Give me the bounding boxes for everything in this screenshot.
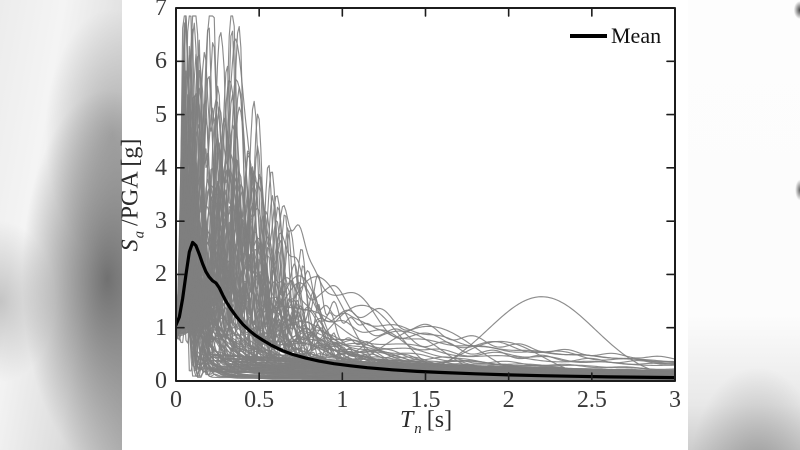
y-tick-label: 4 [155,154,167,181]
x-tick-label: 2.5 [576,387,607,413]
y-tick-label: 5 [155,101,167,128]
legend: Mean [570,21,661,51]
x-axis-subscript: n [414,420,422,437]
y-tick-label: 2 [155,261,167,288]
x-tick-label: 2 [502,387,515,413]
y-axis-label: Sa/PGA [g] [117,138,148,252]
x-tick-label: 1 [336,387,349,413]
y-tick-label: 1 [155,314,167,341]
x-axis-label: Tn [s] [399,407,453,437]
y-axis-unit: /PGA [g] [117,138,144,226]
y-tick-label: 3 [155,208,167,235]
x-tick-label: 3 [669,387,681,413]
y-axis-subscript: a [131,230,148,239]
x-axis-variable: T [399,407,414,433]
mean-line-sample-icon [570,34,607,38]
x-tick-label: 0 [170,387,182,413]
y-axis-variable: S [117,239,144,252]
x-axis-unit: [s] [426,407,453,433]
y-tick-label: 6 [155,48,167,75]
legend-label: Mean [611,23,662,48]
x-tick-label: 0.5 [244,387,275,413]
y-tick-label: 0 [155,368,167,394]
y-tick-label: 7 [155,0,167,21]
x-tick-label: 1.5 [410,387,441,413]
